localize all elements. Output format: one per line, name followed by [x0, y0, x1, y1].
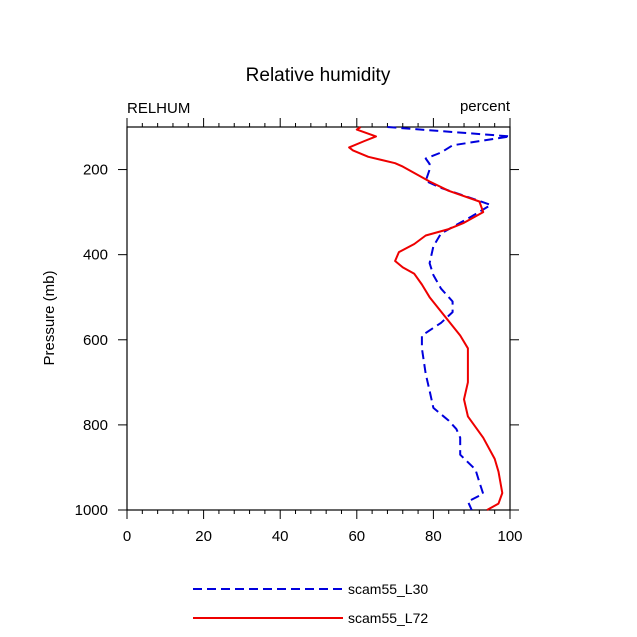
y-axis-label: Pressure (mb) — [41, 270, 58, 365]
axis-ticks: 0 20 40 60 80 100 200 400 600 800 1000 — [75, 118, 523, 545]
series-layer — [348, 126, 511, 511]
x-tick-label: 100 — [497, 528, 522, 545]
variable-label: RELHUM — [127, 100, 190, 117]
y-tick-label: 400 — [83, 247, 108, 264]
x-tick-label: 20 — [195, 528, 212, 545]
y-tick-label: 200 — [83, 162, 108, 179]
x-tick-label: 0 — [123, 528, 131, 545]
x-tick-label: 80 — [425, 528, 442, 545]
x-tick-label: 60 — [348, 528, 365, 545]
units-label: percent — [460, 98, 511, 115]
y-tick-label: 600 — [83, 332, 108, 349]
legend-label: scam55_L30 — [348, 581, 428, 597]
y-tick-label: 1000 — [75, 502, 108, 519]
x-tick-label: 40 — [272, 528, 289, 545]
plot-frame — [126, 126, 511, 511]
series-line-scam55_L72 — [348, 126, 504, 511]
legend-label: scam55_L72 — [348, 610, 428, 626]
legend: scam55_L30 scam55_L72 — [193, 581, 428, 626]
chart-title: Relative humidity — [246, 65, 391, 86]
y-tick-label: 800 — [83, 417, 108, 434]
